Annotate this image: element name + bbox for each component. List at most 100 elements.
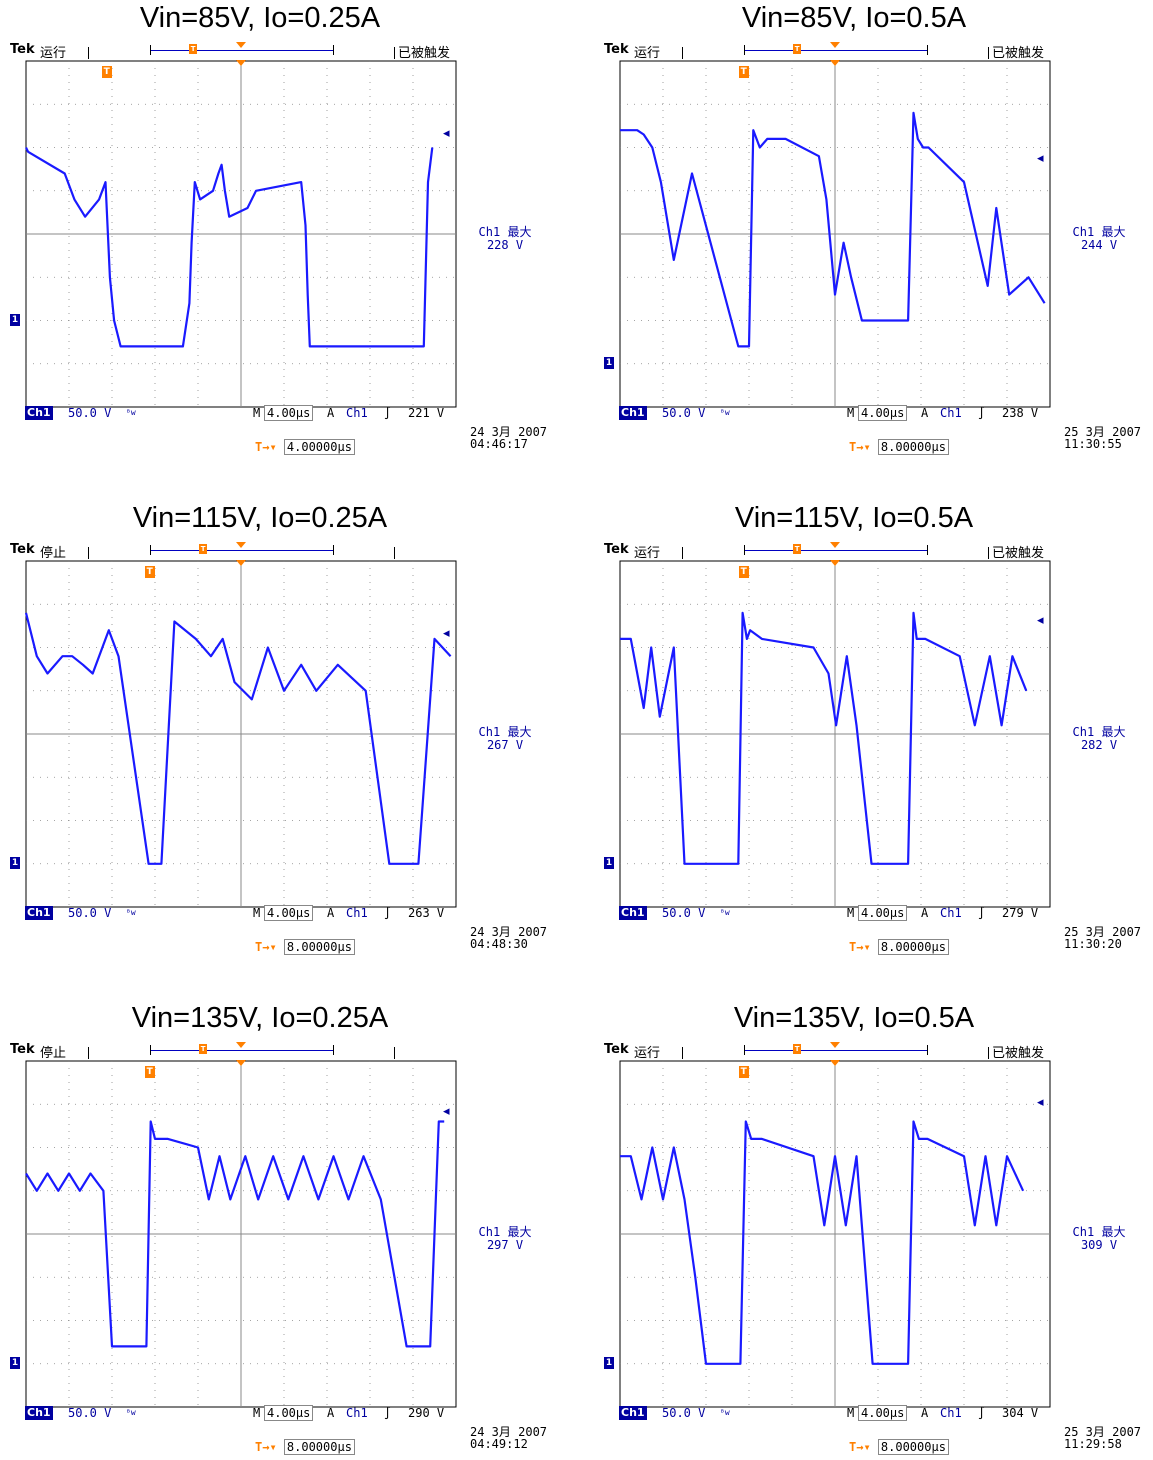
trigger-level: 263 V	[408, 906, 444, 920]
ch1-ground-marker-icon: 1	[10, 314, 20, 326]
time-label: 11:30:20	[1064, 938, 1141, 950]
record-view-start	[744, 1045, 745, 1055]
trigger-delay: T→▾ 8.00000μs	[255, 940, 355, 954]
rising-edge-icon: ∫	[384, 1406, 391, 1420]
trigger-mode: A	[921, 406, 928, 420]
status-divider	[88, 47, 89, 59]
trigger-delay: T→▾ 8.00000μs	[849, 940, 949, 954]
trigger-delay: T→▾ 8.00000μs	[849, 1440, 949, 1454]
status-divider	[988, 1047, 989, 1059]
volts-per-div: 50.0 V	[662, 406, 705, 420]
brand-label: Tek	[604, 542, 629, 557]
trigger-source: Ch1	[940, 1406, 962, 1420]
channel-label: Ch1	[619, 406, 647, 420]
scope-screen	[25, 1060, 457, 1408]
record-trigger-icon: T	[199, 544, 207, 554]
bandwidth-icon: ᴮw	[720, 406, 730, 420]
trigger-mode: A	[921, 1406, 928, 1420]
status-divider	[394, 547, 395, 559]
record-view-end	[927, 45, 928, 55]
status-divider	[682, 47, 683, 59]
record-trigger-icon: T	[793, 44, 801, 54]
measurement-value: 267 V	[470, 739, 540, 752]
trigger-mode: A	[327, 406, 334, 420]
trigger-delay-value: 8.00000μs	[284, 939, 355, 955]
trigger-delay-icon: T→▾	[255, 1440, 284, 1454]
status-divider	[394, 47, 395, 59]
trigger-delay: T→▾ 4.00000μs	[255, 440, 355, 454]
channel-label: Ch1	[25, 406, 53, 420]
time-label: 04:46:17	[470, 438, 547, 450]
trigger-level-icon: ◂	[443, 626, 450, 641]
panel-title: Vin=85V, Io=0.25A	[0, 0, 520, 36]
trigger-delay: T→▾ 8.00000μs	[255, 1440, 355, 1454]
time-label: 11:29:58	[1064, 1438, 1141, 1450]
trigger-source: Ch1	[940, 906, 962, 920]
run-status: 运行	[634, 1042, 660, 1061]
channel-label: Ch1	[619, 906, 647, 920]
center-marker-icon	[236, 60, 246, 66]
panel-title: Vin=85V, Io=0.5A	[594, 0, 1114, 36]
timebase-mode: M	[253, 906, 260, 920]
trigger-status: 已被触发	[992, 42, 1044, 61]
trigger-delay-value: 4.00000μs	[284, 439, 355, 455]
trigger-position-icon: T	[739, 66, 749, 78]
panel-title: Vin=135V, Io=0.25A	[0, 1000, 520, 1036]
trigger-level-icon: ◂	[1037, 1095, 1044, 1110]
measurement-value: 309 V	[1064, 1239, 1134, 1252]
record-view-start	[744, 545, 745, 555]
timebase-value: 4.00μs	[858, 905, 907, 921]
rising-edge-icon: ∫	[384, 906, 391, 920]
trigger-level-icon: ◂	[443, 1104, 450, 1119]
record-view-bar	[744, 1050, 927, 1051]
scope-screen	[25, 60, 457, 408]
trigger-position-icon: T	[102, 66, 112, 78]
scope-screen	[619, 1060, 1051, 1408]
rising-edge-icon: ∫	[978, 1406, 985, 1420]
channel-label: Ch1	[619, 1406, 647, 1420]
trigger-delay-value: 8.00000μs	[284, 1439, 355, 1455]
timebase-mode: M	[253, 1406, 260, 1420]
timebase-mode: M	[253, 406, 260, 420]
time-label: 04:48:30	[470, 938, 547, 950]
status-divider	[88, 547, 89, 559]
record-view-end	[333, 1045, 334, 1055]
record-view-end	[927, 1045, 928, 1055]
rising-edge-icon: ∫	[978, 906, 985, 920]
timebase-mode: M	[847, 406, 854, 420]
trigger-level: 238 V	[1002, 406, 1038, 420]
status-divider	[88, 1047, 89, 1059]
status-divider	[682, 1047, 683, 1059]
center-marker-icon	[830, 1042, 840, 1048]
brand-label: Tek	[10, 542, 35, 557]
run-status: 停止	[40, 542, 66, 561]
center-marker-icon	[830, 60, 840, 66]
bandwidth-icon: ᴮw	[720, 1406, 730, 1420]
measurement-value: 228 V	[470, 239, 540, 252]
record-view-bar	[150, 1050, 333, 1051]
brand-label: Tek	[604, 1042, 629, 1057]
record-view-start	[150, 45, 151, 55]
center-marker-icon	[236, 560, 246, 566]
panel-title: Vin=135V, Io=0.5A	[594, 1000, 1114, 1036]
record-view-bar	[744, 550, 927, 551]
trigger-level-icon: ◂	[443, 126, 450, 141]
center-marker-icon	[830, 560, 840, 566]
center-marker-icon	[236, 1042, 246, 1048]
scope-screen	[25, 560, 457, 908]
bandwidth-icon: ᴮw	[720, 906, 730, 920]
center-marker-icon	[236, 42, 246, 48]
timebase-mode: M	[847, 906, 854, 920]
run-status: 运行	[634, 42, 660, 61]
record-view-start	[150, 1045, 151, 1055]
run-status: 停止	[40, 1042, 66, 1061]
trigger-position-icon: T	[145, 1066, 155, 1078]
